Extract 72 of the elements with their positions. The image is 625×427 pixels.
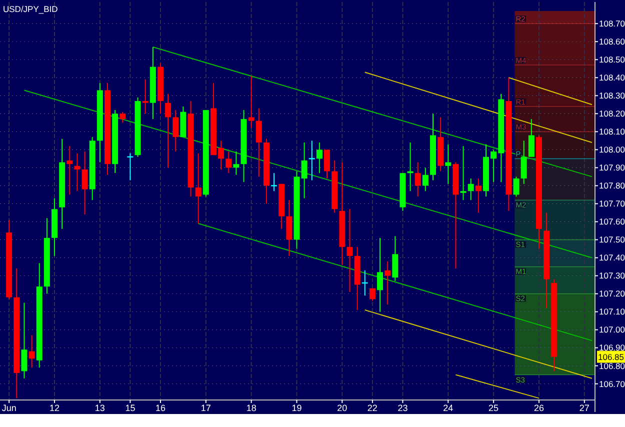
x-tick-label: 24 xyxy=(443,403,454,413)
y-tick-label: 106.80 xyxy=(599,360,625,371)
y-tick-label: 107.20 xyxy=(599,288,625,299)
candlestick xyxy=(256,108,262,178)
candlestick xyxy=(414,162,421,197)
y-tick-label: 107.50 xyxy=(599,234,625,245)
y-tick-label: 107.10 xyxy=(599,306,625,317)
x-tick-label: 13 xyxy=(94,403,105,413)
candlestick xyxy=(422,167,428,192)
y-tick-label: 108.70 xyxy=(599,18,625,29)
candlestick xyxy=(226,150,232,174)
candlestick xyxy=(286,200,292,256)
candlestick xyxy=(460,146,466,201)
y-tick-label: 107.60 xyxy=(599,216,625,227)
x-tick-label: 18 xyxy=(246,403,256,413)
candlestick xyxy=(66,146,73,196)
x-tick-label: Jun xyxy=(2,403,16,413)
candlestick xyxy=(324,149,330,179)
candlestick xyxy=(346,208,353,292)
x-tick-label: 15 xyxy=(125,403,136,413)
candlestick xyxy=(301,142,308,199)
y-tick-label: 107.40 xyxy=(599,252,625,263)
candlestick xyxy=(520,140,527,184)
candlestick xyxy=(316,142,322,174)
x-tick-label: 23 xyxy=(398,403,408,413)
y-tick-label: 107.30 xyxy=(599,270,625,281)
candlestick xyxy=(445,144,452,184)
annotation: 106.85 xyxy=(598,352,624,362)
y-tick-label: 108.30 xyxy=(599,90,625,101)
y-tick-label: 108.20 xyxy=(599,108,625,119)
x-tick-label: 25 xyxy=(488,403,499,413)
candlestick xyxy=(468,178,474,201)
candlestick xyxy=(513,176,520,197)
y-tick-label: 108.50 xyxy=(599,54,625,65)
y-tick-label: 108.00 xyxy=(599,144,625,155)
x-tick-label: 16 xyxy=(155,403,166,413)
candlestick xyxy=(392,236,398,282)
candlestick xyxy=(74,152,80,192)
y-tick-label: 107.80 xyxy=(599,180,625,191)
candlestick xyxy=(82,150,88,216)
x-tick-label: 26 xyxy=(534,403,544,413)
x-tick-label: 22 xyxy=(367,403,378,413)
y-tick-label: 106.70 xyxy=(599,378,625,389)
candlestick xyxy=(233,150,240,176)
y-tick-label: 107.70 xyxy=(599,198,625,209)
y-tick-label: 106.90 xyxy=(599,342,625,353)
y-tick-label: 107.90 xyxy=(599,162,625,173)
candlestick xyxy=(120,111,126,124)
candlestick xyxy=(172,110,179,152)
y-tick-label: 108.10 xyxy=(599,126,625,137)
candlestick xyxy=(528,118,534,158)
candlestick xyxy=(475,178,482,214)
candlestick xyxy=(270,172,278,192)
candlestick xyxy=(21,302,28,379)
y-tick-label: 107.00 xyxy=(599,324,625,335)
x-tick-label: 19 xyxy=(292,403,302,413)
candlestick xyxy=(248,75,254,129)
candlestick xyxy=(308,140,316,181)
candlestick xyxy=(28,334,35,368)
x-tick-label: 17 xyxy=(200,403,211,413)
y-tick-label: 108.60 xyxy=(599,36,625,47)
x-tick-label: 12 xyxy=(49,403,60,413)
chart-title: USD/JPY_BID xyxy=(3,4,58,14)
candlestick xyxy=(142,78,148,114)
candlestick xyxy=(377,237,384,312)
y-tick-label: 108.40 xyxy=(599,72,625,83)
x-tick-label: 27 xyxy=(579,403,590,413)
candlestick xyxy=(165,93,172,168)
candlestick xyxy=(369,288,376,302)
x-tick-label: 20 xyxy=(337,403,348,413)
candlestick xyxy=(384,260,391,306)
candlestick xyxy=(195,152,202,224)
